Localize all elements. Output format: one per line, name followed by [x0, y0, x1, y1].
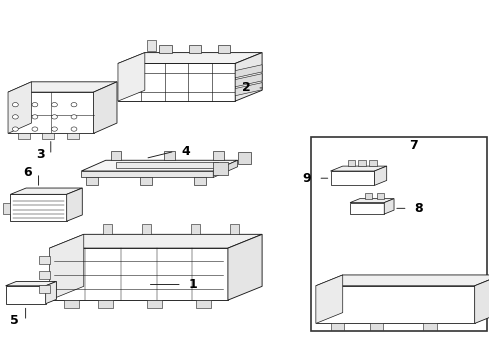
Polygon shape: [358, 159, 366, 166]
Polygon shape: [8, 92, 94, 134]
Polygon shape: [67, 134, 79, 139]
Polygon shape: [8, 82, 117, 92]
Polygon shape: [81, 171, 213, 177]
Polygon shape: [194, 177, 206, 185]
Polygon shape: [39, 285, 49, 293]
Polygon shape: [374, 166, 387, 185]
Polygon shape: [316, 275, 343, 323]
Circle shape: [71, 127, 77, 131]
Polygon shape: [49, 248, 228, 300]
Polygon shape: [331, 323, 344, 330]
Circle shape: [12, 127, 18, 131]
Polygon shape: [143, 224, 151, 234]
Polygon shape: [350, 199, 394, 203]
Polygon shape: [238, 152, 251, 164]
Polygon shape: [118, 53, 145, 101]
Polygon shape: [49, 234, 84, 300]
Polygon shape: [423, 323, 437, 330]
Polygon shape: [350, 203, 384, 214]
Polygon shape: [118, 63, 235, 101]
Polygon shape: [86, 177, 98, 185]
Polygon shape: [116, 162, 218, 168]
Polygon shape: [39, 256, 49, 264]
Circle shape: [32, 103, 38, 107]
Polygon shape: [42, 134, 54, 139]
Polygon shape: [316, 286, 475, 323]
Text: 6: 6: [24, 166, 32, 180]
Polygon shape: [230, 224, 239, 234]
Polygon shape: [189, 45, 201, 53]
Polygon shape: [213, 151, 224, 160]
Polygon shape: [218, 45, 230, 53]
Text: 4: 4: [181, 145, 190, 158]
Polygon shape: [111, 151, 122, 160]
Circle shape: [12, 103, 18, 107]
Polygon shape: [140, 177, 152, 185]
Polygon shape: [67, 188, 82, 221]
Polygon shape: [316, 275, 490, 286]
Circle shape: [71, 103, 77, 107]
Circle shape: [32, 127, 38, 131]
Polygon shape: [369, 159, 377, 166]
Polygon shape: [98, 300, 113, 308]
Text: 7: 7: [409, 139, 418, 152]
Polygon shape: [18, 134, 30, 139]
Polygon shape: [475, 275, 490, 323]
Polygon shape: [49, 234, 262, 248]
Polygon shape: [64, 300, 79, 308]
Polygon shape: [365, 193, 372, 199]
Text: 1: 1: [188, 278, 197, 291]
Text: 2: 2: [242, 81, 251, 94]
Text: 8: 8: [414, 202, 423, 215]
Circle shape: [51, 127, 57, 131]
Polygon shape: [10, 188, 82, 194]
Polygon shape: [369, 323, 383, 330]
Polygon shape: [164, 151, 175, 160]
Polygon shape: [46, 282, 56, 304]
Polygon shape: [213, 160, 238, 177]
Polygon shape: [94, 82, 117, 134]
Circle shape: [32, 115, 38, 119]
Polygon shape: [103, 224, 112, 234]
Polygon shape: [331, 166, 387, 171]
Circle shape: [71, 115, 77, 119]
Polygon shape: [235, 83, 262, 96]
Polygon shape: [159, 45, 171, 53]
Text: 5: 5: [10, 314, 19, 328]
Polygon shape: [147, 40, 156, 51]
Polygon shape: [213, 162, 228, 175]
Polygon shape: [147, 300, 162, 308]
Polygon shape: [5, 282, 56, 286]
Polygon shape: [235, 65, 262, 78]
Polygon shape: [347, 159, 355, 166]
Polygon shape: [384, 199, 394, 214]
Text: 3: 3: [36, 148, 44, 161]
Polygon shape: [235, 74, 262, 87]
Polygon shape: [8, 82, 31, 134]
Polygon shape: [331, 171, 374, 185]
Text: 9: 9: [303, 172, 311, 185]
Polygon shape: [191, 224, 200, 234]
Polygon shape: [39, 271, 49, 279]
Circle shape: [12, 115, 18, 119]
Polygon shape: [81, 160, 238, 171]
Polygon shape: [228, 234, 262, 300]
Polygon shape: [118, 53, 262, 63]
Circle shape: [51, 115, 57, 119]
Polygon shape: [5, 286, 46, 304]
Polygon shape: [235, 53, 262, 101]
Polygon shape: [196, 300, 211, 308]
Bar: [311, 137, 487, 330]
Circle shape: [51, 103, 57, 107]
Polygon shape: [10, 194, 67, 221]
Polygon shape: [3, 203, 10, 214]
Polygon shape: [377, 193, 384, 199]
